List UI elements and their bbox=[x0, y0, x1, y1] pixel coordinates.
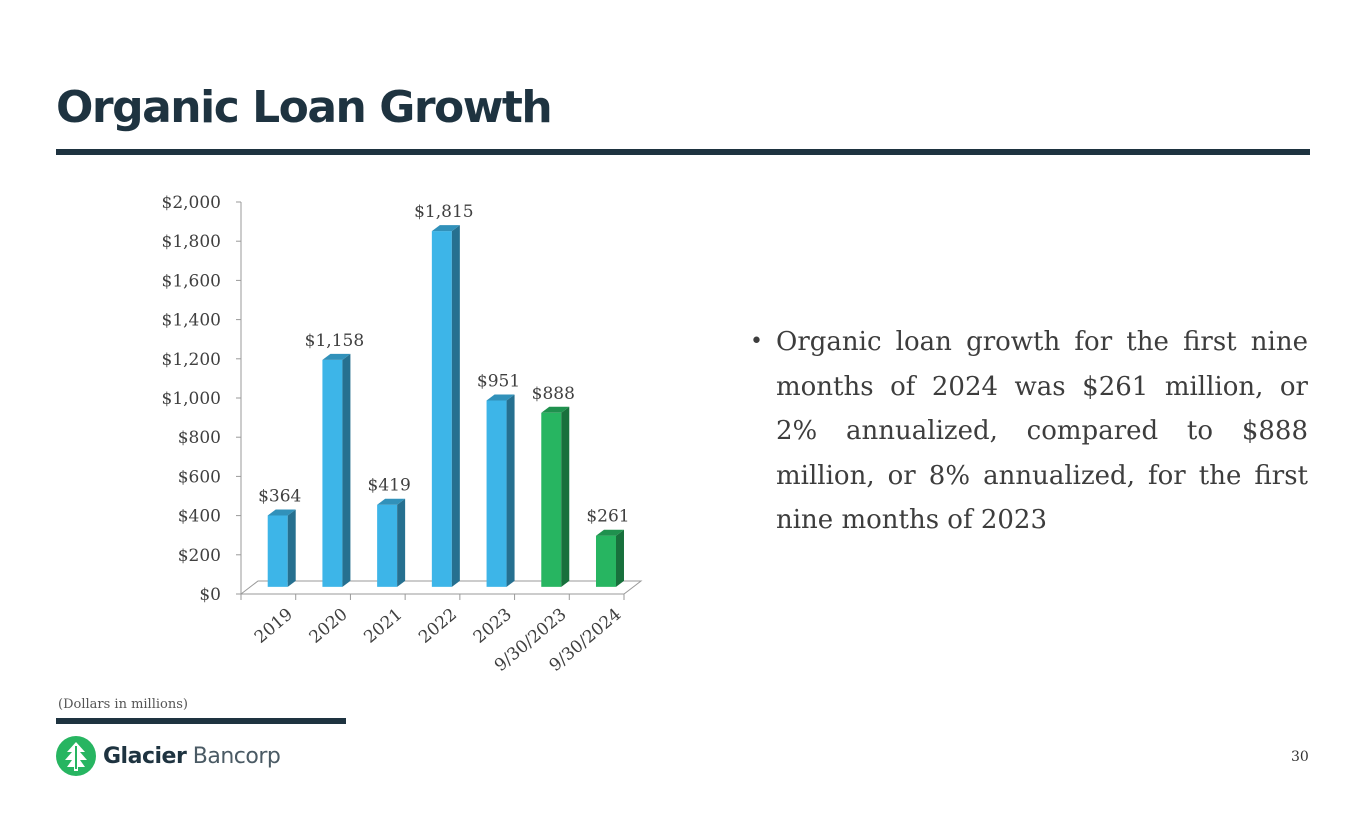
y-tick-label: $1,000 bbox=[162, 389, 221, 409]
bar-value-label: $261 bbox=[586, 507, 629, 527]
y-tick-label: $0 bbox=[199, 585, 221, 605]
bar bbox=[322, 359, 343, 587]
bar-top bbox=[431, 225, 460, 232]
bar-top bbox=[267, 509, 296, 516]
x-tick-label: 2019 bbox=[251, 605, 297, 648]
bar-top bbox=[486, 394, 515, 401]
loan-growth-bar-chart: $0 $200 $400 $600 $800 $1,000 $1,200 $1,400 $1,6… bbox=[162, 193, 643, 676]
bar bbox=[377, 504, 398, 587]
company-logo: Glacier Bancorp bbox=[56, 736, 281, 776]
bar-value-label: $364 bbox=[258, 487, 301, 507]
x-tick-label: 2021 bbox=[360, 605, 406, 648]
glacier-tree-logo-icon bbox=[56, 736, 96, 776]
units-footnote: (Dollars in millions) bbox=[58, 697, 188, 712]
x-tick-label: 2020 bbox=[306, 605, 352, 648]
bar-value-label: $419 bbox=[368, 476, 411, 496]
y-tick-label: $1,600 bbox=[162, 271, 221, 291]
slide-title: Organic Loan Growth bbox=[56, 82, 553, 133]
bar bbox=[431, 231, 452, 587]
y-tick-label: $1,800 bbox=[162, 232, 221, 252]
bar bbox=[595, 535, 616, 587]
y-tick-label: $600 bbox=[178, 467, 221, 487]
bar-value-label: $951 bbox=[477, 371, 520, 391]
bar-top bbox=[377, 498, 406, 505]
bullet-text: Organic loan growth for the first nine m… bbox=[776, 327, 1308, 535]
y-tick-label: $1,400 bbox=[162, 311, 221, 331]
bar-side bbox=[342, 353, 351, 587]
x-tick-label: 2022 bbox=[415, 605, 461, 648]
logo-wordmark-light: Bancorp bbox=[186, 743, 281, 769]
bar-side bbox=[287, 509, 296, 587]
bar bbox=[267, 515, 288, 587]
bar-top bbox=[322, 353, 351, 360]
bullet-dot-icon: • bbox=[750, 329, 763, 354]
title-divider bbox=[56, 149, 1310, 155]
bar-top bbox=[541, 406, 570, 413]
y-tick-label: $400 bbox=[178, 507, 221, 527]
bullet-point: • Organic loan growth for the first nine… bbox=[750, 320, 1308, 543]
bar-side bbox=[451, 225, 460, 587]
y-tick-label: $2,000 bbox=[162, 193, 221, 213]
bar bbox=[541, 412, 562, 587]
logo-wordmark: Glacier Bancorp bbox=[103, 743, 281, 769]
bar-value-label: $1,815 bbox=[414, 202, 473, 222]
logo-wordmark-bold: Glacier bbox=[103, 743, 187, 769]
bar-value-label: $888 bbox=[532, 384, 575, 404]
y-tick-label: $200 bbox=[178, 546, 221, 566]
bar-side bbox=[615, 529, 624, 587]
bar bbox=[486, 400, 507, 587]
bar-top bbox=[595, 529, 624, 536]
x-tick-label: 2023 bbox=[470, 605, 516, 648]
footer-divider bbox=[56, 718, 346, 724]
bar-value-label: $1,158 bbox=[305, 331, 364, 351]
bar-side bbox=[506, 394, 515, 587]
bar-side bbox=[397, 498, 406, 587]
page-number: 30 bbox=[1291, 749, 1309, 765]
y-tick-label: $1,200 bbox=[162, 350, 221, 370]
bar-side bbox=[561, 406, 570, 587]
y-tick-label: $800 bbox=[178, 428, 221, 448]
